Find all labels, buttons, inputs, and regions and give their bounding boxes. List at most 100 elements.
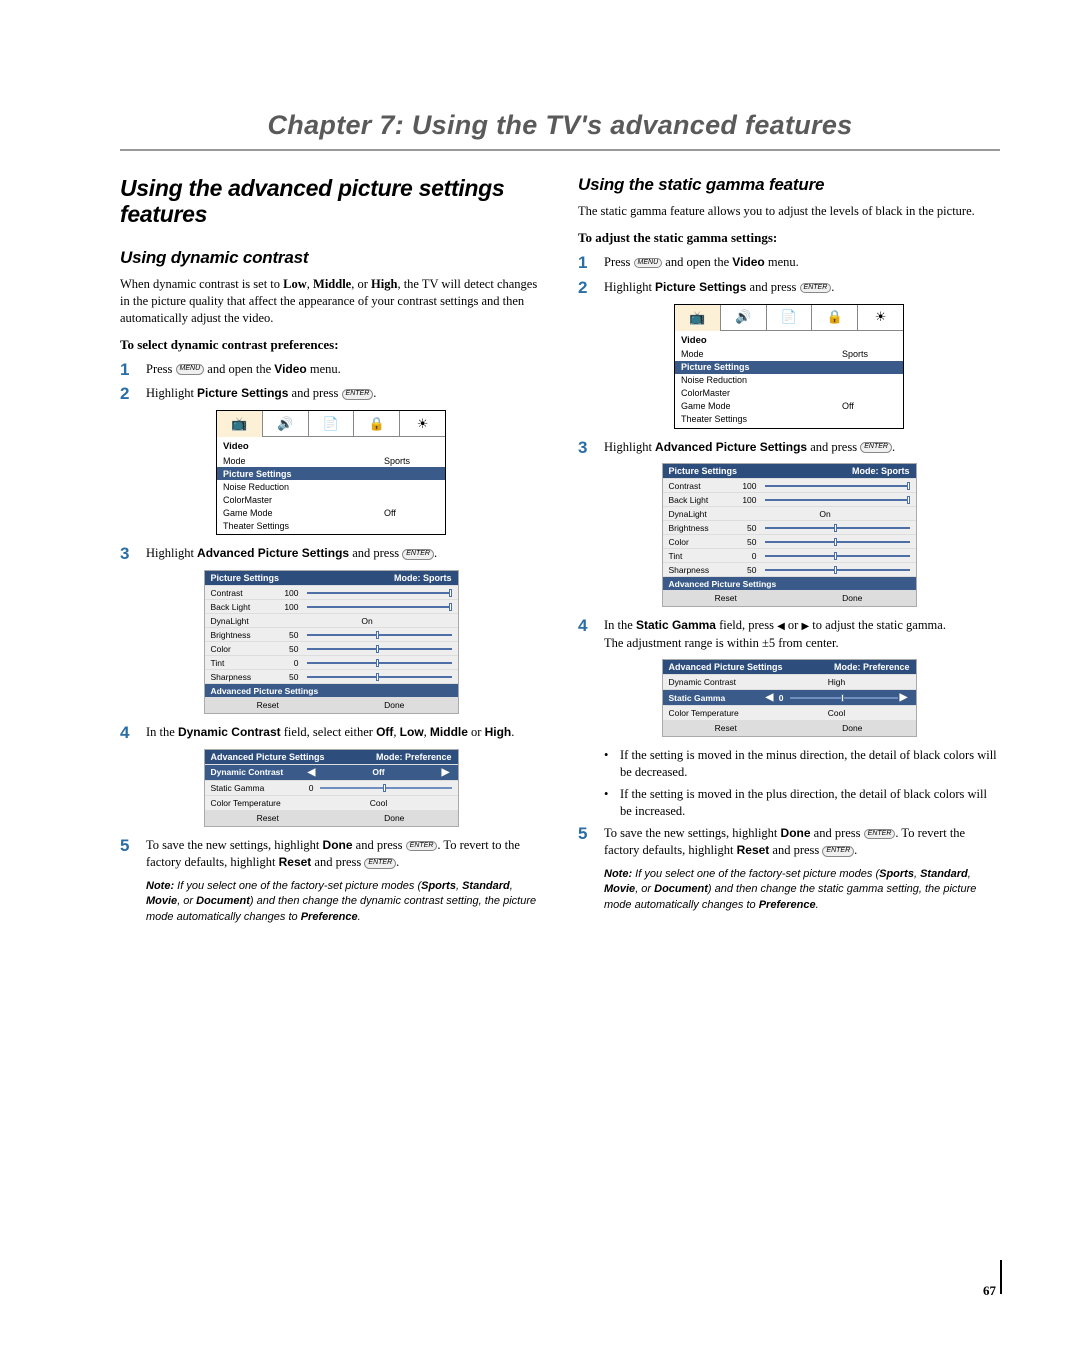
panel-header: Advanced Picture SettingsMode: Preferenc…: [663, 660, 916, 674]
osd-body: Video ModeSports Picture Settings Noise …: [217, 437, 445, 534]
slider-knob: [376, 673, 379, 681]
aps-value: High: [764, 677, 910, 687]
osd-tab-video-icon: 📺: [675, 305, 721, 331]
step-2: 2 Highlight Picture Settings and press E…: [120, 385, 542, 403]
procedure-heading: To select dynamic contrast preferences:: [120, 337, 542, 353]
aps-label: Static Gamma: [669, 693, 764, 703]
panel-header: Advanced Picture SettingsMode: Preferenc…: [205, 750, 458, 764]
slider-bar: [765, 485, 910, 487]
aps-value: Off: [318, 767, 440, 777]
ps-label: DynaLight: [669, 509, 741, 519]
aps-label: Color Temperature: [211, 798, 306, 808]
reset-button: Reset: [205, 810, 332, 826]
osd-menu-title: Video: [217, 439, 445, 454]
panel-footer: ResetDone: [663, 720, 916, 736]
step-5: 5 To save the new settings, highlight Do…: [578, 825, 1000, 860]
osd-value: Off: [842, 401, 897, 411]
step-text: In the Dynamic Contrast field, select ei…: [146, 724, 542, 742]
osd-label: Mode: [223, 456, 384, 466]
panel-title: Advanced Picture Settings: [669, 662, 783, 672]
aps-label: Color Temperature: [669, 708, 764, 718]
bullet-dot: •: [604, 786, 612, 820]
step-3: 3 Highlight Advanced Picture Settings an…: [578, 439, 1000, 457]
enter-button-icon: ENTER: [860, 442, 892, 452]
aps-row: Color TemperatureCool: [205, 795, 458, 810]
panel-header: Picture SettingsMode: Sports: [205, 571, 458, 585]
enter-button-icon: ENTER: [822, 846, 854, 856]
slider-knob: [383, 784, 386, 792]
slider-bar: [320, 787, 452, 789]
done-button: Done: [331, 697, 458, 713]
page-number: 67: [983, 1283, 996, 1299]
reset-button: Reset: [663, 720, 790, 736]
osd-menu-title: Video: [675, 333, 903, 348]
osd-row: ColorMaster: [675, 387, 903, 400]
slider-bar: [307, 606, 452, 608]
ps-value: 0: [741, 551, 765, 561]
panel-footer: ResetDone: [663, 590, 916, 606]
content-columns: Using the advanced picture settings feat…: [120, 175, 1000, 937]
aps-label: Dynamic Contrast: [211, 767, 306, 777]
aps-row-highlighted: Static Gamma◀0▶: [663, 689, 916, 705]
ps-label: Sharpness: [211, 672, 283, 682]
ps-value: 100: [283, 588, 307, 598]
ps-row-highlighted: Advanced Picture Settings: [205, 683, 458, 697]
bullet-text: If the setting is moved in the minus dir…: [620, 747, 1000, 781]
step-number: 2: [120, 385, 134, 403]
step-4: 4 In the Dynamic Contrast field, select …: [120, 724, 542, 742]
step-number: 4: [578, 617, 592, 652]
ps-label: Advanced Picture Settings: [669, 579, 777, 589]
ps-label: Back Light: [211, 602, 283, 612]
aps-row: Color TemperatureCool: [663, 705, 916, 720]
side-rule: [1000, 1260, 1002, 1294]
enter-button-icon: ENTER: [406, 841, 438, 851]
done-button: Done: [789, 720, 916, 736]
osd-label: ColorMaster: [681, 388, 897, 398]
step-text: Press MENU and open the Video menu.: [604, 254, 1000, 272]
slider-knob: [834, 538, 837, 546]
step-text: Highlight Picture Settings and press ENT…: [146, 385, 542, 403]
osd-label: Mode: [681, 349, 842, 359]
osd-label: Noise Reduction: [681, 375, 897, 385]
osd-row: Theater Settings: [217, 519, 445, 532]
ps-value: 0: [283, 658, 307, 668]
ps-row: Contrast100: [205, 585, 458, 599]
ps-row: Tint0: [205, 655, 458, 669]
slider-bar: [307, 676, 452, 678]
osd-tabs: 📺 🔊 📄 🔒 ☀: [217, 411, 445, 437]
step-text: In the Static Gamma field, press ◀ or ▶ …: [604, 617, 1000, 652]
osd-row: ModeSports: [217, 454, 445, 467]
left-arrow-icon: ◀: [764, 692, 776, 703]
slider-knob: [449, 589, 452, 597]
ps-value: 50: [283, 672, 307, 682]
osd-tab-lock-icon: 🔒: [354, 411, 400, 437]
ps-label: Contrast: [669, 481, 741, 491]
osd-label: Theater Settings: [681, 414, 897, 424]
slider-bar: [307, 634, 452, 636]
ps-row: Color50: [205, 641, 458, 655]
ps-row: DynaLightOn: [205, 613, 458, 627]
ps-value: 50: [283, 630, 307, 640]
osd-value: [384, 469, 439, 479]
ps-row: Sharpness50: [663, 562, 916, 576]
ps-value: On: [741, 509, 910, 519]
osd-row-highlighted: Picture Settings: [217, 467, 445, 480]
step-1: 1 Press MENU and open the Video menu.: [120, 361, 542, 379]
step-subtext: The adjustment range is within ±5 from c…: [604, 636, 839, 650]
ps-label: DynaLight: [211, 616, 283, 626]
section-heading: Using the advanced picture settings feat…: [120, 175, 542, 228]
osd-tab-audio-icon: 🔊: [721, 305, 767, 331]
step-number: 5: [578, 825, 592, 860]
panel-footer: ResetDone: [205, 810, 458, 826]
aps-label: Dynamic Contrast: [669, 677, 764, 687]
osd-value: Sports: [842, 349, 897, 359]
menu-button-icon: MENU: [634, 258, 663, 268]
aps-row: Dynamic ContrastHigh: [663, 674, 916, 689]
enter-button-icon: ENTER: [364, 858, 396, 868]
ps-value: 100: [283, 602, 307, 612]
panel-title: Picture Settings: [669, 466, 738, 476]
ps-value: 100: [741, 481, 765, 491]
slider-bar: [307, 662, 452, 664]
right-arrow-icon: ▶: [898, 692, 910, 703]
step-5: 5 To save the new settings, highlight Do…: [120, 837, 542, 872]
